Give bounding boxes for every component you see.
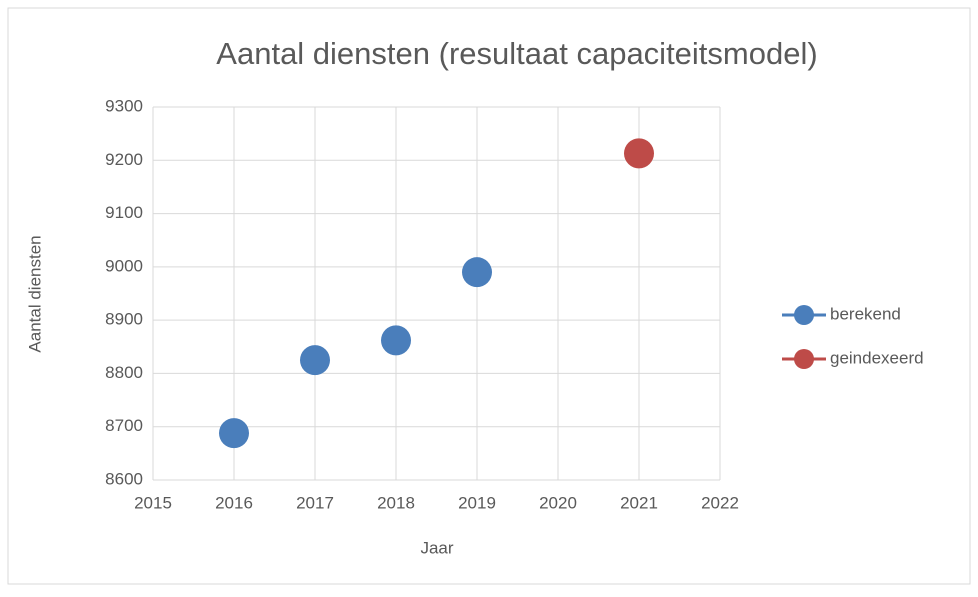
point	[300, 345, 330, 376]
legend-label: berekend	[830, 304, 901, 323]
legend-label: geindexeerd	[830, 348, 924, 367]
x-tick-label: 2020	[539, 493, 577, 512]
point	[381, 325, 411, 356]
x-tick-label: 2015	[134, 493, 172, 512]
x-axis-label: Jaar	[420, 538, 453, 557]
point	[219, 418, 249, 449]
x-tick-label: 2019	[458, 493, 496, 512]
y-tick-label: 8700	[105, 416, 143, 435]
y-tick-label: 8800	[105, 363, 143, 382]
chart-border	[7, 7, 971, 585]
y-tick-label: 9300	[105, 96, 143, 115]
y-tick-label: 9000	[105, 256, 143, 275]
y-tick-label: 8900	[105, 310, 143, 329]
y-tick-label: 9100	[105, 203, 143, 222]
legend-marker	[794, 305, 814, 325]
x-tick-label: 2022	[701, 493, 739, 512]
x-tick-label: 2021	[620, 493, 658, 512]
x-tick-label: 2018	[377, 493, 415, 512]
y-tick-label: 8600	[105, 469, 143, 488]
chart-title: Aantal diensten (resultaat capaciteitsmo…	[216, 36, 817, 71]
point	[624, 138, 654, 169]
y-axis-label: Aantal diensten	[25, 235, 44, 352]
x-tick-label: 2017	[296, 493, 334, 512]
x-tick-label: 2016	[215, 493, 253, 512]
y-tick-label: 9200	[105, 150, 143, 169]
point	[462, 257, 492, 288]
legend-marker	[794, 349, 814, 369]
